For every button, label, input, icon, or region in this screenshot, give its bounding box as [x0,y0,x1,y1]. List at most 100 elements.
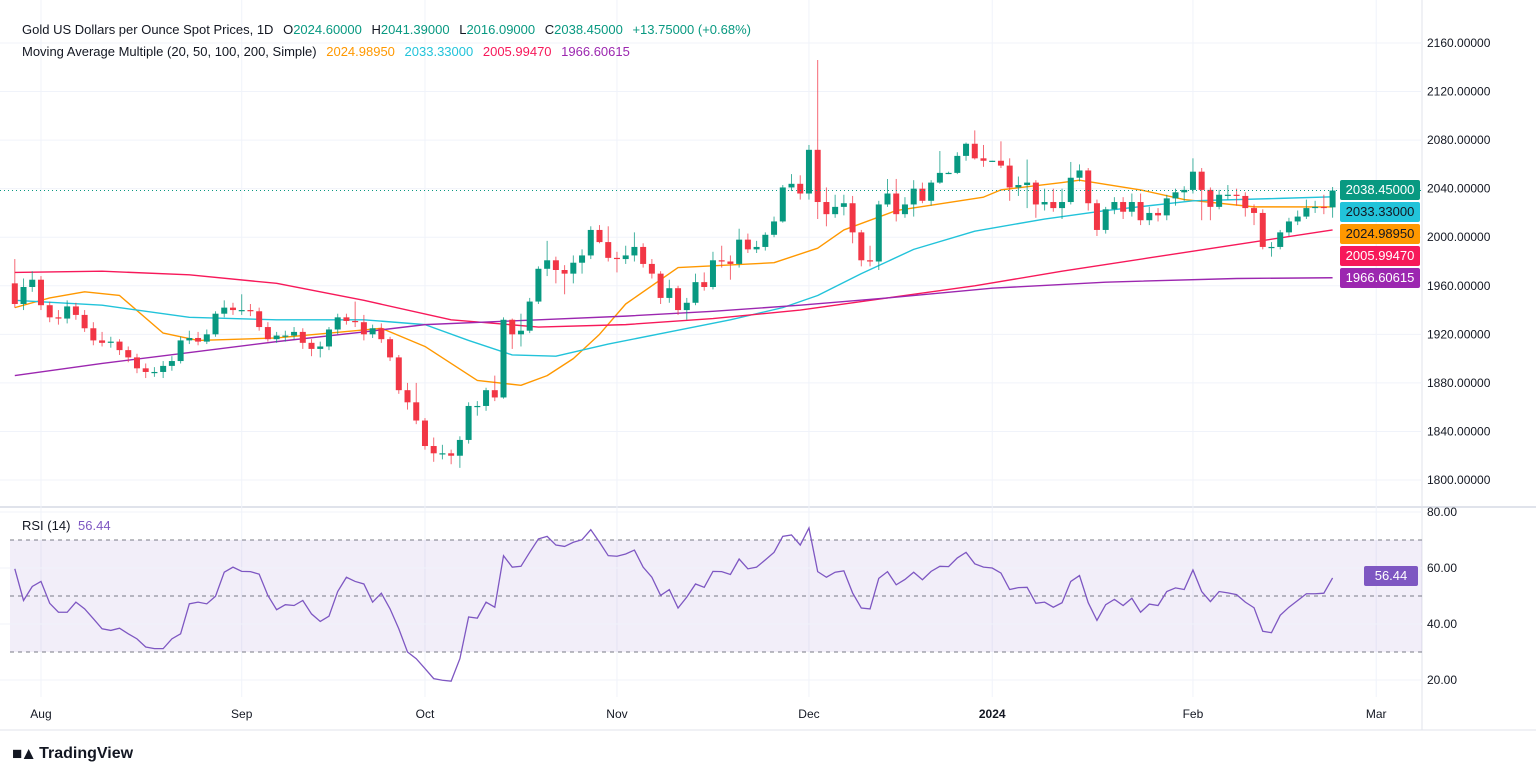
candle-body [369,328,376,335]
candle-body [64,306,71,319]
candle-body [387,339,394,358]
candle-body [413,402,420,421]
price-axis-label: 1880.00000 [1427,376,1491,390]
candle-body [360,322,367,335]
last-price-badge: 2038.45000 [1340,180,1420,200]
candle-body [483,390,490,406]
ma-title[interactable]: Moving Average Multiple (20, 50, 100, 20… [22,44,317,59]
ma20-badge: 2024.98950 [1340,224,1420,244]
candle-body [81,314,88,329]
candle-body [55,317,62,319]
candle-body [1285,221,1292,233]
candle-body [1041,202,1048,205]
logo-text: TradingView [39,745,134,762]
candle-body [1233,194,1240,196]
ma20-line [14,179,1333,387]
candle-body [875,204,882,262]
candle-body [352,320,359,323]
candle-body [90,328,97,341]
ma200-value: 1966.60615 [561,44,630,59]
change-value: +13.75000 (+0.68%) [632,22,751,37]
candle-body [631,246,638,256]
candle-body [858,232,865,261]
ma50-badge: 2033.33000 [1340,202,1420,222]
candle-body [771,221,778,235]
candle-body [334,317,341,330]
candle-body [1163,198,1170,216]
candle-body [474,405,481,408]
candle-body [587,229,594,256]
candle-body [1303,208,1310,217]
candle-body [971,143,978,159]
ma100-badge: 2005.99470 [1340,246,1420,266]
candle-body [282,335,289,337]
candle-body [238,310,245,312]
candle-body [1015,185,1022,188]
candle-body [1268,246,1275,249]
candle-body [1251,208,1258,213]
candle-body [579,255,586,263]
tradingview-logo[interactable]: ■▲ TradingView [12,744,133,764]
candle-body [570,262,577,274]
candle-body [256,311,263,328]
candle-body [317,346,324,349]
candle-body [308,342,315,349]
candle-body [186,337,193,341]
open-prefix: O [283,22,294,37]
candle-body [177,340,184,362]
candle-body [1329,190,1336,208]
ma50-value: 2033.33000 [404,44,474,59]
candle-body [666,288,673,298]
high-value: 2041.39000 [380,22,450,37]
candle-body [989,160,996,162]
price-axis-label: 1920.00000 [1427,327,1491,341]
candle-body [1189,171,1196,190]
rsi-axis-label: 20.00 [1427,673,1457,687]
candle-body [264,327,271,340]
candle-body [99,340,106,343]
time-axis-label: Dec [798,707,819,721]
time-axis-label: 2024 [979,707,1006,721]
candle-body [893,193,900,215]
candle-body [849,203,856,233]
candle-body [465,405,472,440]
candle-body [1137,202,1144,221]
candle-body [840,203,847,207]
candle-body [247,310,254,312]
candle-body [421,420,428,447]
candle-body [701,282,708,287]
candle-body [753,246,760,250]
candle-body [1320,206,1327,209]
candle-body [954,155,961,173]
ma-legend: Moving Average Multiple (20, 50, 100, 20… [22,44,636,59]
rsi-value: 56.44 [78,518,111,533]
candle-body [1024,182,1031,186]
candle-body [273,335,280,340]
candle-body [805,149,812,194]
symbol-legend: Gold US Dollars per Ounce Spot Prices, 1… [22,22,757,37]
rsi-axis-label: 80.00 [1427,505,1457,519]
candle-body [491,390,498,398]
candle-body [613,257,620,260]
candle-body [1093,203,1100,230]
candle-body [936,172,943,183]
ma50-line [14,196,1333,357]
candle-body [928,182,935,201]
candle-body [46,305,53,318]
candle-body [1102,209,1109,230]
candle-body [1242,195,1249,209]
candle-body [901,204,908,215]
candle-body [1111,202,1118,210]
rsi-title[interactable]: RSI (14) [22,518,71,533]
candle-body [1312,206,1319,209]
candle-body [657,273,664,298]
candle-body [116,341,123,351]
candle-body [221,307,228,314]
candle-body [1006,165,1013,188]
candle-body [718,260,725,262]
time-axis-label: Mar [1366,707,1387,721]
symbol-title[interactable]: Gold US Dollars per Ounce Spot Prices, 1… [22,22,274,37]
candle-body [20,286,27,304]
candle-body [11,283,18,304]
